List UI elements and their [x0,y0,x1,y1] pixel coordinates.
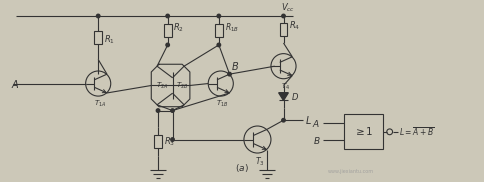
Text: $R_1$: $R_1$ [104,34,115,46]
Bar [215,24,223,37]
Circle shape [171,138,174,141]
Text: www.jiexiantu.com: www.jiexiantu.com [328,169,374,174]
Circle shape [228,72,231,76]
Text: $T_{2A}$: $T_{2A}$ [156,80,168,91]
Text: $R_{1B}$: $R_{1B}$ [225,21,239,34]
Bar [280,23,287,36]
Circle shape [96,14,100,18]
Text: $T_4$: $T_4$ [281,82,290,92]
Text: $R_4$: $R_4$ [289,19,301,32]
Text: $L=\overline{A+B}$: $L=\overline{A+B}$ [399,125,435,138]
Text: $R_3$: $R_3$ [164,135,175,148]
Text: $A$: $A$ [312,118,320,129]
Circle shape [166,43,169,47]
Text: $T_{1B}$: $T_{1B}$ [216,99,229,109]
Circle shape [166,14,169,18]
Text: $(a)$: $(a)$ [235,163,249,175]
Text: $\geq 1$: $\geq 1$ [353,125,374,137]
Text: $L$: $L$ [305,114,312,126]
Circle shape [171,109,174,112]
Bar [344,114,383,149]
Text: $T_3$: $T_3$ [255,156,264,168]
Bar [164,24,171,37]
Text: $T_{2B}$: $T_{2B}$ [176,80,188,91]
Text: $T_{1A}$: $T_{1A}$ [94,99,106,109]
Bar [154,135,162,148]
Polygon shape [279,93,288,100]
Text: $D$: $D$ [291,91,299,102]
Circle shape [282,14,285,18]
Text: $B$: $B$ [313,135,320,146]
Circle shape [156,109,160,112]
Bar [94,31,102,44]
Text: $R_2$: $R_2$ [173,21,184,34]
Circle shape [217,43,221,47]
Text: $B$: $B$ [231,60,240,72]
Circle shape [217,14,221,18]
Circle shape [282,118,285,122]
Text: $A$: $A$ [11,78,20,90]
Text: $V_{cc}$: $V_{cc}$ [281,2,295,14]
